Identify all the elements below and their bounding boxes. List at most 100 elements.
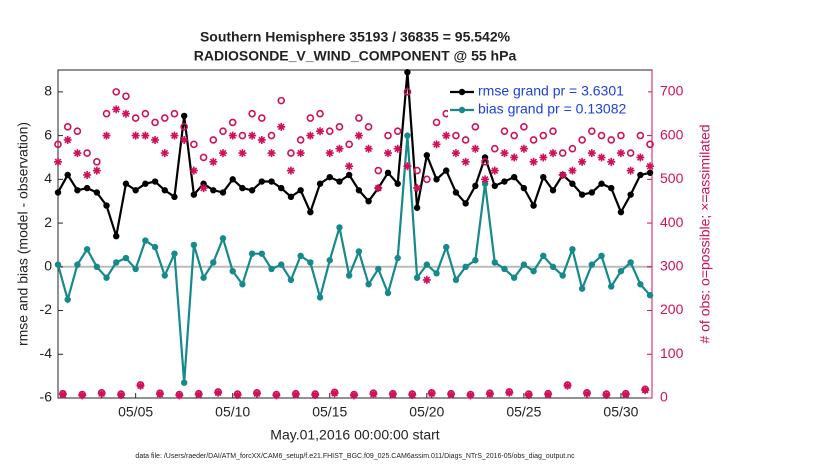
assimilated-marker — [442, 131, 451, 140]
possible-marker — [529, 136, 538, 144]
point — [132, 265, 139, 273]
assimilated-marker — [529, 157, 538, 166]
assimilated-marker — [199, 184, 208, 193]
point — [510, 274, 518, 281]
assimilated-marker — [626, 166, 635, 175]
assimilated-marker — [316, 127, 325, 136]
point — [355, 187, 363, 194]
assimilated-marker — [481, 175, 490, 184]
point — [530, 202, 537, 209]
point — [268, 265, 275, 273]
assimilated-marker — [112, 105, 121, 114]
possible-marker — [287, 149, 295, 157]
possible-marker — [549, 127, 557, 136]
assimilated-marker — [345, 162, 354, 171]
x-tick-label: 05/10 — [215, 404, 250, 420]
x-axis-label: May.01,2016 00:00:00 start — [270, 427, 440, 443]
point — [472, 182, 479, 190]
assimilated-marker — [350, 391, 359, 400]
point — [540, 252, 547, 260]
legend-marker — [458, 106, 466, 114]
point — [413, 274, 421, 281]
y-tick-label: 4 — [44, 170, 52, 186]
x-tick-label: 05/20 — [409, 404, 444, 420]
point — [404, 68, 411, 76]
assimilated-marker — [267, 149, 276, 158]
y-tick-label: 8 — [44, 83, 52, 99]
assimilated-marker — [311, 390, 320, 399]
assimilated-marker — [393, 144, 402, 153]
assimilated-marker — [136, 381, 145, 390]
point — [83, 184, 91, 192]
point — [598, 252, 605, 260]
assimilated-marker — [252, 389, 261, 398]
possible-marker — [364, 123, 373, 131]
assimilated-marker — [505, 388, 514, 397]
y2-tick-label: 0 — [660, 389, 668, 405]
assimilated-marker — [621, 390, 630, 399]
x-tick-label: 05/15 — [312, 404, 347, 420]
possible-marker — [646, 140, 654, 149]
assimilated-marker — [291, 390, 300, 399]
assimilated-marker — [578, 157, 587, 166]
assimilated-marker — [636, 153, 645, 162]
point — [646, 292, 654, 299]
point — [413, 204, 421, 211]
assimilated-marker — [646, 162, 655, 171]
point — [559, 272, 566, 279]
assimilated-marker — [568, 166, 577, 175]
point — [637, 171, 644, 179]
x-tick-label: 05/25 — [506, 404, 541, 420]
assimilated-marker — [451, 149, 460, 158]
assimilated-marker — [616, 149, 625, 158]
assimilated-marker — [485, 390, 494, 399]
assimilated-marker — [121, 109, 130, 118]
assimilated-marker — [413, 184, 422, 193]
possible-marker — [112, 88, 121, 96]
assimilated-marker — [83, 170, 92, 179]
possible-marker — [199, 153, 208, 162]
possible-marker — [539, 131, 548, 140]
point — [384, 169, 392, 176]
legend-marker — [458, 88, 466, 96]
assimilated-marker — [519, 144, 528, 153]
possible-marker — [403, 88, 412, 96]
assimilated-marker — [510, 153, 519, 162]
point — [229, 267, 236, 275]
assimilated-marker — [388, 390, 397, 399]
point — [549, 263, 557, 270]
point — [637, 281, 644, 288]
point — [608, 184, 615, 192]
x-tick-label: 05/05 — [118, 404, 153, 420]
assimilated-marker — [539, 153, 548, 162]
assimilated-marker — [214, 388, 223, 397]
possible-marker — [63, 123, 72, 131]
y2-tick-label: 100 — [660, 345, 684, 361]
assimilated-marker — [97, 389, 106, 398]
assimilated-marker — [131, 131, 140, 140]
possible-marker — [122, 92, 130, 101]
point — [462, 263, 469, 270]
possible-marker — [83, 149, 91, 157]
assimilated-marker — [219, 149, 227, 158]
possible-marker — [160, 114, 169, 122]
assimilated-marker — [277, 122, 286, 131]
possible-marker — [568, 144, 577, 153]
legend-box — [448, 80, 648, 122]
assimilated-marker — [597, 153, 606, 162]
point — [307, 259, 314, 266]
point — [122, 180, 130, 187]
assimilated-marker — [141, 131, 150, 140]
possible-marker — [93, 158, 101, 166]
possible-marker — [277, 96, 286, 105]
point — [433, 176, 440, 183]
point — [54, 189, 62, 196]
point — [239, 184, 246, 192]
possible-marker — [296, 136, 305, 144]
point — [326, 257, 333, 264]
assimilated-marker — [500, 149, 509, 158]
point — [219, 189, 227, 196]
assimilated-marker — [286, 166, 295, 175]
y-tick-label: 6 — [44, 126, 52, 142]
point — [54, 261, 62, 268]
